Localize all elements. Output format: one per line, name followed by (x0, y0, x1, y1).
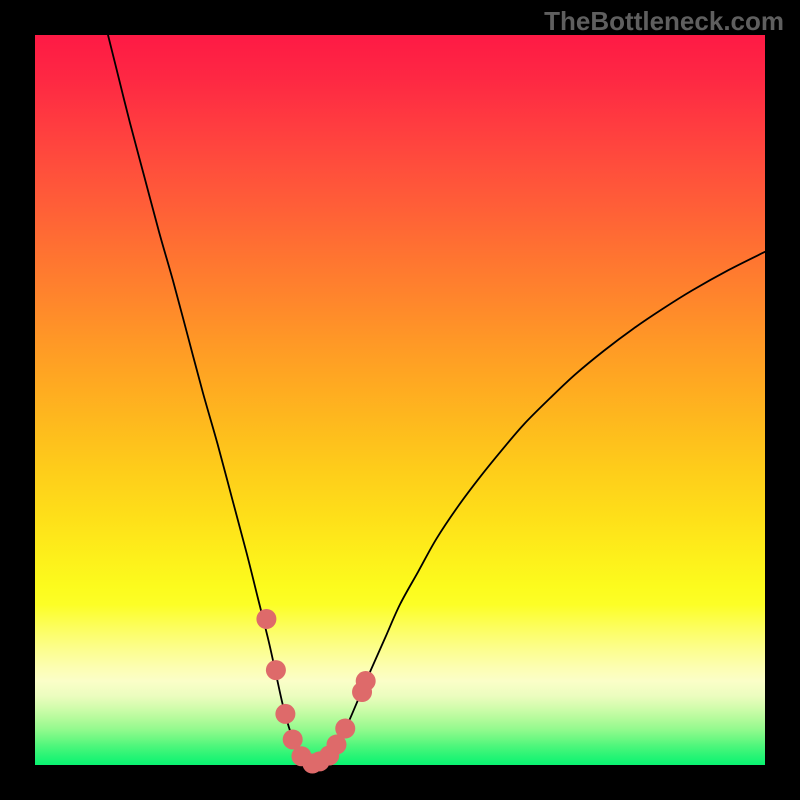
plot-area (35, 35, 765, 765)
chart-root: TheBottleneck.com (0, 0, 800, 800)
watermark-label: TheBottleneck.com (544, 6, 784, 37)
data-point (335, 719, 355, 739)
data-point (356, 671, 376, 691)
data-point (275, 704, 295, 724)
data-point (256, 609, 276, 629)
data-points (35, 35, 765, 765)
data-point (266, 660, 286, 680)
